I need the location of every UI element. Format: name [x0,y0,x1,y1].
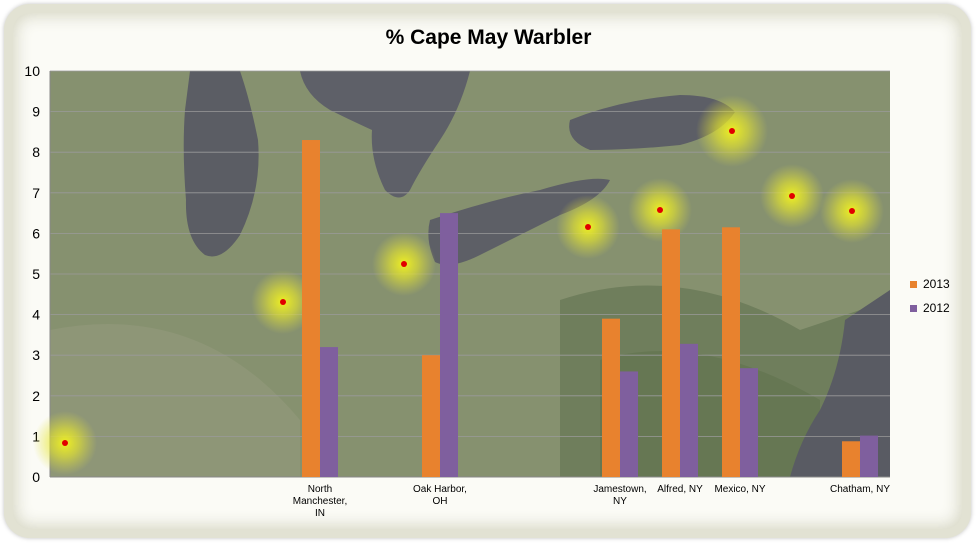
legend-swatch [910,304,917,312]
y-tick-label: 8 [32,144,40,160]
chart-title: % Cape May Warbler [385,26,592,49]
y-tick-labels: 012345678910 [24,63,40,485]
location-markers [33,95,884,475]
bar-2013 [662,229,680,477]
y-tick-label: 6 [32,225,40,241]
x-tick-label: Oak Harbor, OH [413,484,467,507]
bars [302,140,878,477]
y-tick-label: 9 [32,104,40,120]
x-tick-label: Jamestown, NY [593,484,646,507]
bar-2012 [860,435,878,477]
legend: 2013 2012 [910,272,950,320]
red-dot [280,299,286,305]
y-tick-label: 0 [32,469,40,485]
red-dot [849,208,855,214]
x-tick-labels: North Manchester, IN Oak Harbor, OH Jamestown… [293,484,891,519]
x-tick-label: Chatham, NY [830,484,890,495]
bar-2012 [680,343,698,477]
x-tick-label: Mexico, NY [714,484,765,495]
y-tick-label: 10 [24,63,40,79]
y-tick-label: 3 [32,347,40,363]
bar-2013 [602,318,620,477]
legend-label: 2013 [923,277,950,291]
bar-2013 [422,355,440,477]
y-tick-label: 5 [32,266,40,282]
y-tick-label: 4 [32,307,40,323]
red-dot [62,440,68,446]
bar-2012 [740,368,758,477]
y-tick-label: 2 [32,388,40,404]
red-dot [401,261,407,267]
bar-2012 [440,213,458,477]
x-tick-label: Alfred, NY [657,484,703,495]
bar-2013 [302,140,320,477]
bar-2012 [620,371,638,477]
red-dot [789,193,795,199]
legend-item-2012: 2012 [910,296,950,320]
red-dot [729,128,735,134]
legend-label: 2012 [923,301,950,315]
y-tick-label: 7 [32,185,40,201]
x-tick-label: North Manchester, IN [293,484,347,519]
bar-2013 [722,227,740,477]
bar-2012 [320,347,338,477]
legend-item-2013: 2013 [910,272,950,296]
red-dot [657,207,663,213]
bar-2013 [842,441,860,477]
red-dot [585,224,591,230]
legend-swatch [910,280,917,288]
